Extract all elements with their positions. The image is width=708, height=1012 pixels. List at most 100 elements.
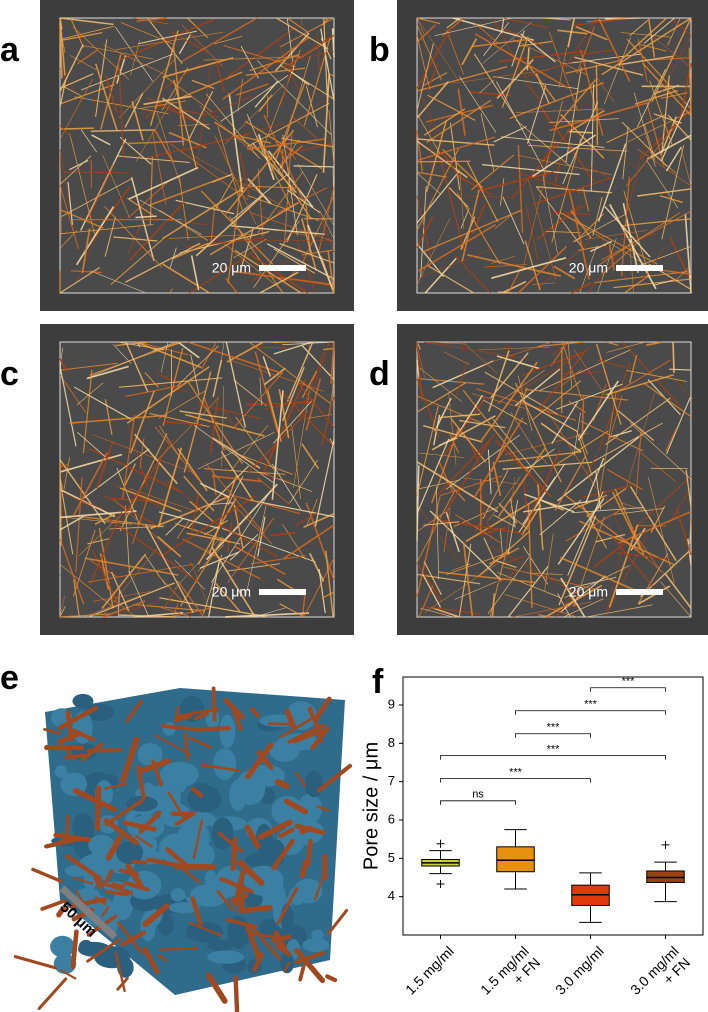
fiber xyxy=(445,440,490,513)
fiber xyxy=(119,487,182,513)
fiber xyxy=(297,163,335,226)
fiber xyxy=(434,17,513,36)
significance-label: *** xyxy=(509,766,523,778)
fiber xyxy=(497,570,518,584)
fiber xyxy=(579,245,598,294)
fiber xyxy=(301,345,335,380)
fiber xyxy=(125,505,130,575)
fiber xyxy=(446,551,511,575)
fiber xyxy=(89,582,175,618)
fiber xyxy=(131,101,144,141)
fiber xyxy=(208,561,220,617)
fiber xyxy=(660,92,688,99)
pore xyxy=(269,740,300,762)
pore xyxy=(302,938,330,953)
fiber xyxy=(576,26,596,74)
fiber xyxy=(466,196,513,198)
scale-bar-label: 20 μm xyxy=(212,260,251,276)
fiber xyxy=(638,246,692,267)
fiber xyxy=(517,246,568,294)
fiber xyxy=(128,166,199,200)
fiber xyxy=(521,350,587,376)
fiber xyxy=(280,17,335,48)
fiber-network xyxy=(283,961,290,973)
fiber-network xyxy=(216,890,235,912)
fiber-network xyxy=(230,836,238,872)
fiber xyxy=(59,25,115,40)
fiber-network xyxy=(232,709,243,731)
fiber xyxy=(626,129,649,213)
fiber xyxy=(476,171,554,193)
fiber xyxy=(436,434,495,497)
fiber xyxy=(293,165,335,168)
fiber xyxy=(59,477,64,490)
fiber xyxy=(250,555,306,565)
fiber xyxy=(494,214,512,229)
fiber xyxy=(59,613,111,618)
fiber xyxy=(63,456,71,490)
fiber xyxy=(211,436,261,469)
fiber xyxy=(95,63,118,131)
fiber xyxy=(123,439,174,515)
fiber xyxy=(416,17,459,80)
fiber xyxy=(258,94,273,112)
fiber xyxy=(214,135,257,225)
fiber xyxy=(671,18,692,36)
fiber xyxy=(175,199,235,215)
fiber-network xyxy=(294,947,326,984)
fiber xyxy=(169,607,211,618)
fiber xyxy=(448,392,457,466)
fiber xyxy=(458,543,472,618)
fiber xyxy=(263,114,305,203)
fiber xyxy=(649,80,673,146)
fiber xyxy=(553,265,576,280)
fiber xyxy=(159,597,267,618)
fiber xyxy=(205,93,260,159)
fiber xyxy=(289,460,318,504)
fiber xyxy=(416,65,508,92)
fiber xyxy=(466,160,499,223)
fiber xyxy=(233,379,267,407)
fiber xyxy=(59,224,154,235)
fiber xyxy=(568,189,590,280)
fiber xyxy=(423,521,460,526)
fiber xyxy=(59,515,84,531)
fiber xyxy=(416,504,460,563)
fiber-network xyxy=(102,869,114,887)
fiber xyxy=(446,29,465,75)
fiber xyxy=(532,177,611,206)
fiber-network xyxy=(223,697,245,720)
fiber-network xyxy=(105,835,123,861)
fiber xyxy=(95,39,108,117)
fiber xyxy=(62,85,81,96)
fiber xyxy=(298,352,325,419)
fiber xyxy=(603,37,631,105)
fiber-network xyxy=(116,921,143,954)
fiber xyxy=(617,410,655,441)
fiber-network xyxy=(122,820,157,832)
fiber xyxy=(283,140,296,160)
fiber-network xyxy=(233,975,240,1012)
fiber xyxy=(504,555,525,564)
fiber xyxy=(545,408,598,490)
fiber xyxy=(416,148,460,231)
fiber xyxy=(144,104,162,119)
fiber xyxy=(416,136,496,162)
fiber xyxy=(59,463,70,467)
scale-bar xyxy=(616,589,663,595)
y-tick-label: 7 xyxy=(388,773,395,788)
fiber xyxy=(420,607,453,618)
fiber xyxy=(266,243,335,280)
fiber xyxy=(213,36,243,45)
fiber xyxy=(120,21,172,44)
fiber xyxy=(116,55,127,84)
fiber xyxy=(92,434,196,474)
fiber xyxy=(492,418,549,489)
fiber xyxy=(581,395,585,440)
fiber xyxy=(542,100,563,179)
fiber xyxy=(526,85,547,144)
fiber xyxy=(212,359,223,397)
fiber xyxy=(544,584,603,618)
fiber xyxy=(239,230,254,272)
fiber-network xyxy=(287,723,326,744)
